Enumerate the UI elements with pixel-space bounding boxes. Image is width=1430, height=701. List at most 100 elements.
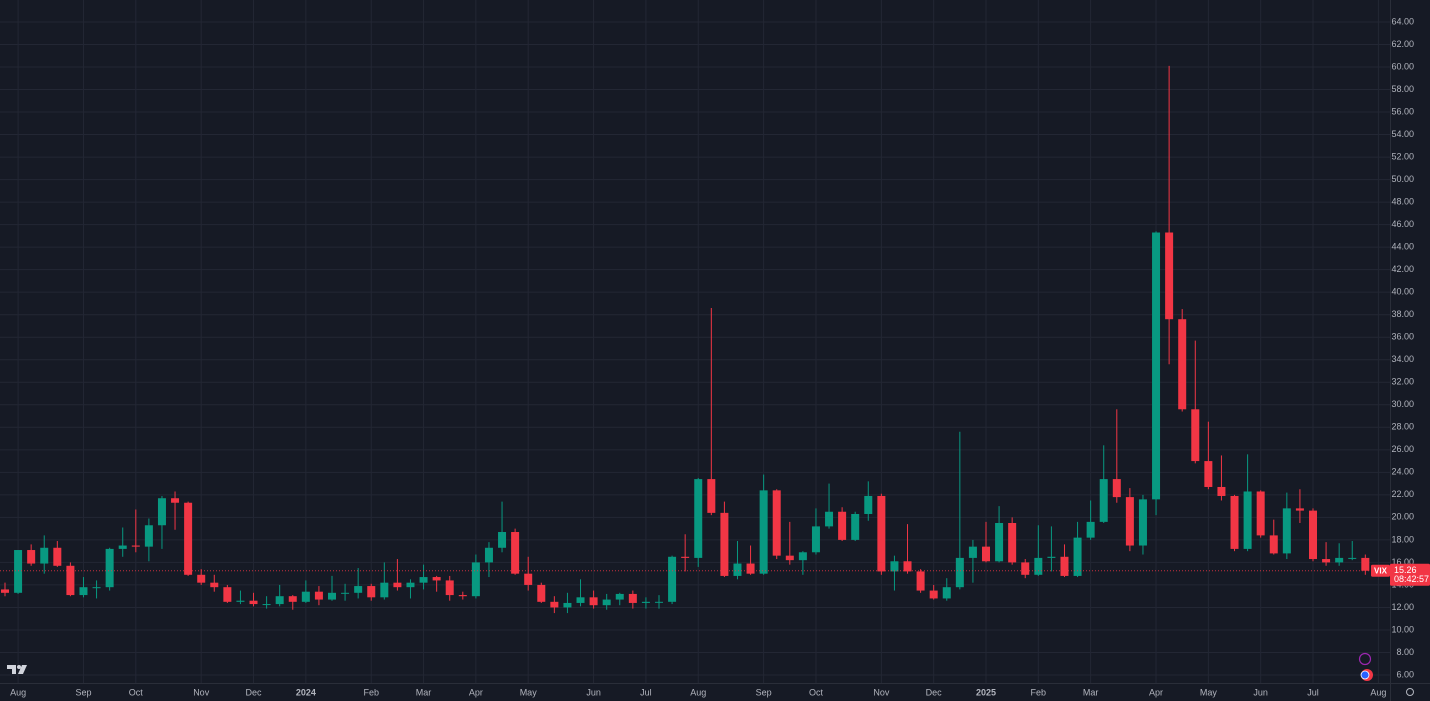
candle-body: [1099, 479, 1108, 522]
candle-body: [942, 587, 951, 599]
candle-body: [328, 592, 336, 600]
candle-body: [445, 580, 454, 596]
candle-body: [785, 555, 794, 561]
x-tick-label: Oct: [129, 687, 144, 697]
candle-body: [811, 526, 820, 553]
x-tick-label: Nov: [873, 687, 890, 697]
candle-body: [1112, 479, 1121, 498]
candle-body: [66, 565, 75, 596]
x-tick-label: Jun: [1253, 687, 1268, 697]
y-tick-label: 58.00: [1391, 84, 1414, 94]
candle-body: [1243, 491, 1252, 549]
y-tick-label: 28.00: [1391, 422, 1414, 432]
candle-body: [511, 532, 520, 574]
x-tick-label: Jul: [640, 687, 652, 697]
y-tick-label: 20.00: [1391, 512, 1414, 522]
y-tick-label: 52.00: [1391, 151, 1414, 161]
candle-body: [1008, 523, 1017, 563]
settings-icon[interactable]: [1406, 688, 1414, 696]
x-tick-label: Aug: [690, 687, 706, 697]
x-tick-label: May: [520, 687, 538, 697]
candle-body: [589, 597, 598, 606]
countdown-label: 08:42:57: [1394, 574, 1429, 584]
candle-body: [1138, 499, 1147, 546]
candle-body: [79, 587, 88, 596]
candle-body: [602, 599, 611, 606]
candle-body: [1282, 508, 1291, 554]
x-tick-label: Jul: [1307, 687, 1319, 697]
candle-body: [1269, 535, 1278, 554]
candle-body: [1125, 497, 1134, 546]
candle-body: [105, 548, 114, 588]
candle-body: [929, 590, 938, 599]
candle-body: [484, 547, 493, 563]
candle-body: [1230, 495, 1239, 549]
y-tick-label: 36.00: [1391, 332, 1414, 342]
candle-body: [262, 604, 271, 606]
x-tick-label: Feb: [1031, 687, 1047, 697]
y-tick-label: 16.00: [1391, 557, 1414, 567]
candle-body: [301, 591, 310, 602]
candle-body: [236, 600, 245, 602]
candle-body: [275, 596, 284, 605]
x-tick-label: Sep: [75, 687, 91, 697]
candle-body: [288, 596, 297, 602]
candle-body: [955, 557, 964, 588]
y-tick-label: 62.00: [1391, 39, 1414, 49]
candle-body: [968, 546, 977, 558]
x-tick-label: May: [1200, 687, 1218, 697]
candle-body: [1335, 557, 1344, 563]
y-tick-label: 32.00: [1391, 377, 1414, 387]
alert-icon[interactable]: [1358, 652, 1372, 666]
x-tick-label: 2025: [976, 687, 996, 697]
candle-body: [890, 561, 899, 572]
candle-body: [1086, 521, 1095, 538]
symbol-badge: [1371, 564, 1390, 577]
y-tick-label: 42.00: [1391, 264, 1414, 274]
candle-body: [982, 546, 990, 562]
candle-body: [419, 577, 428, 583]
candle-body: [157, 498, 166, 526]
candle-body: [184, 502, 193, 575]
candle-body: [1060, 556, 1069, 576]
candle-body: [314, 591, 323, 600]
candle-body: [720, 512, 729, 576]
candle-body: [1295, 508, 1304, 511]
y-tick-label: 54.00: [1391, 129, 1414, 139]
y-tick-label: 60.00: [1391, 61, 1414, 71]
x-tick-label: Apr: [469, 687, 483, 697]
x-tick-label: Jun: [586, 687, 601, 697]
y-tick-label: 6.00: [1396, 669, 1414, 679]
x-tick-label: 2024: [296, 687, 316, 697]
candle-body: [27, 550, 36, 564]
logo-part: [7, 665, 16, 674]
candle-body: [838, 511, 847, 540]
y-tick-label: 56.00: [1391, 106, 1414, 116]
candle-body: [432, 577, 441, 581]
candle-body: [1348, 557, 1357, 559]
candle-body: [733, 563, 742, 576]
candle-body: [772, 490, 781, 556]
x-tick-label: Mar: [416, 687, 432, 697]
candle-body: [118, 545, 127, 549]
y-tick-label: 64.00: [1391, 16, 1414, 26]
candle-body: [367, 586, 376, 598]
x-tick-label: Feb: [363, 687, 379, 697]
candle-body: [1217, 486, 1226, 496]
y-tick-label: 24.00: [1391, 467, 1414, 477]
y-tick-label: 26.00: [1391, 444, 1414, 454]
x-tick-label: Mar: [1083, 687, 1099, 697]
candle-body: [1309, 510, 1317, 560]
candle-body: [524, 573, 533, 585]
candle-body: [380, 582, 389, 598]
x-tick-label: Apr: [1149, 687, 1163, 697]
candle-body: [825, 511, 834, 527]
candle-body: [1165, 232, 1174, 320]
candle-body: [1322, 559, 1331, 563]
candle-body: [1021, 562, 1030, 575]
candle-body: [210, 582, 219, 588]
candle-body: [1178, 319, 1187, 410]
